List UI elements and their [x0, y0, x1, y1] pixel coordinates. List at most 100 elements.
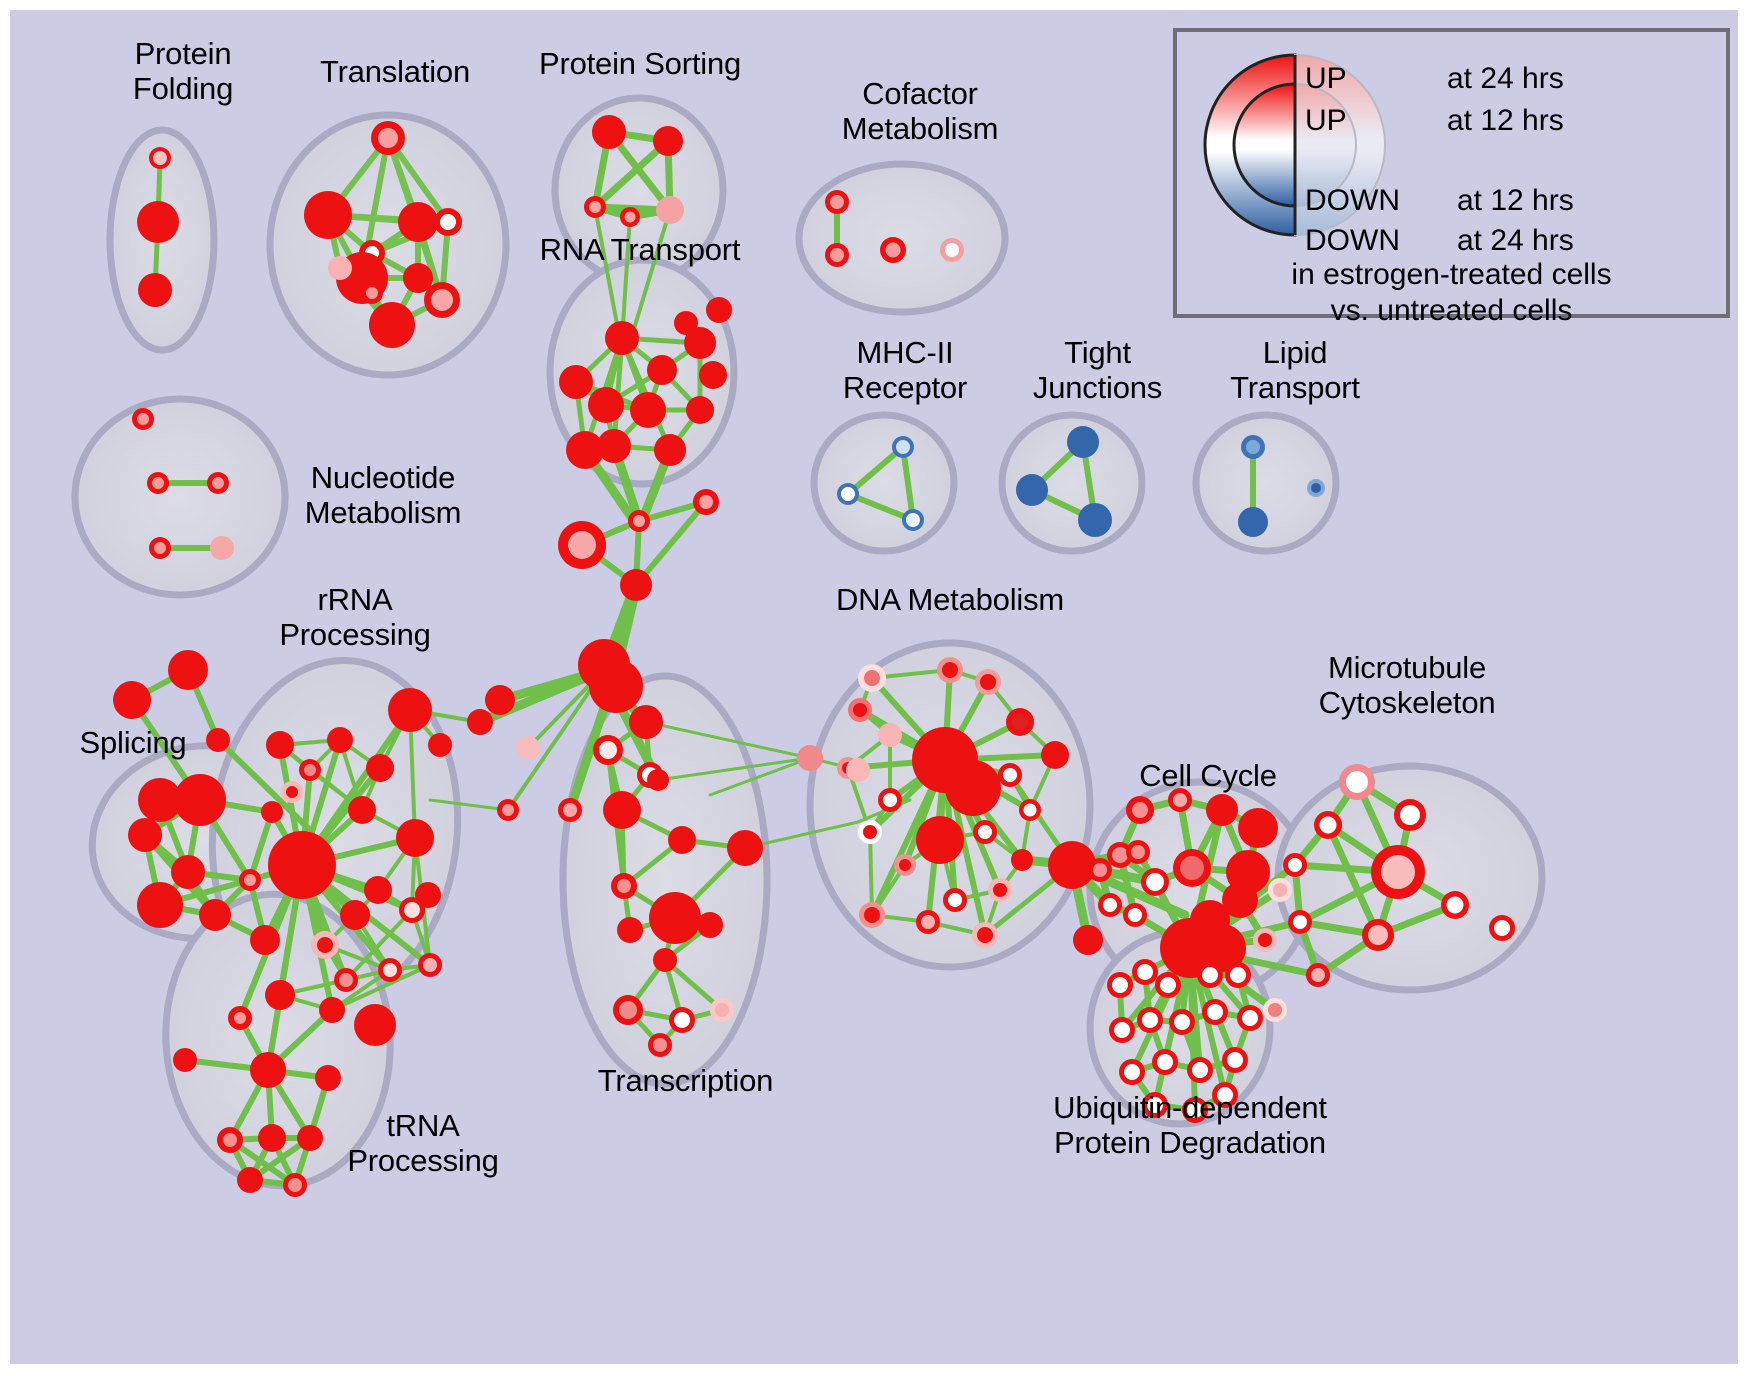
node: [1206, 794, 1238, 826]
node: [206, 728, 230, 752]
node: [894, 854, 916, 876]
node: [1098, 893, 1122, 917]
node: [268, 831, 336, 899]
node: [558, 798, 582, 822]
node: [137, 882, 183, 928]
node: [943, 888, 967, 912]
node: [1123, 903, 1147, 927]
node: [327, 727, 353, 753]
node: [265, 980, 295, 1010]
label-mhc-ii-receptor: MHC-II Receptor: [842, 335, 968, 405]
network-graph: [71, 94, 1546, 1197]
node: [1222, 882, 1258, 918]
node: [1202, 999, 1228, 1025]
node: [361, 282, 383, 304]
node: [1339, 764, 1375, 800]
node: [858, 820, 882, 844]
node: [364, 876, 392, 904]
node: [684, 327, 716, 359]
label-microtubule-cytoskeleton: Microtubule Cytoskeleton: [1318, 650, 1496, 720]
node: [648, 1033, 672, 1057]
node: [878, 788, 902, 812]
label-transcription: Transcription: [597, 1063, 774, 1098]
node: [597, 429, 631, 463]
node: [588, 387, 624, 423]
node: [1441, 891, 1469, 919]
node: [1126, 796, 1154, 824]
node: [902, 509, 924, 531]
node: [149, 537, 171, 559]
node: [315, 1065, 341, 1091]
node: [137, 201, 179, 243]
node: [250, 925, 280, 955]
node: [1141, 868, 1169, 896]
legend-state-3: DOWN: [1305, 224, 1400, 257]
node: [653, 948, 677, 972]
node: [1067, 426, 1099, 458]
node: [605, 321, 639, 355]
node: [485, 685, 515, 715]
node: [973, 820, 997, 844]
node: [1109, 1017, 1135, 1043]
node: [1190, 900, 1230, 940]
node: [1489, 915, 1515, 941]
node: [1241, 435, 1265, 459]
node: [945, 760, 1001, 816]
node: [516, 736, 540, 760]
node: [620, 569, 652, 601]
label-cell-cycle: Cell Cycle: [1139, 758, 1277, 793]
node: [825, 243, 849, 267]
node: [669, 1007, 695, 1033]
node: [975, 669, 1001, 695]
node: [1137, 1007, 1163, 1033]
legend-footer-line1: in estrogen-treated cells: [1291, 258, 1612, 291]
node: [937, 657, 963, 683]
node: [972, 922, 998, 948]
node: [1078, 503, 1112, 537]
node: [1048, 841, 1096, 889]
node: [113, 681, 151, 719]
node: [880, 237, 906, 263]
node: [1155, 972, 1181, 998]
node: [593, 735, 623, 765]
node: [424, 282, 460, 318]
label-trna-processing: tRNA Processing: [347, 1108, 499, 1178]
legend-box: UP at 24 hrs UP at 12 hrs DOWN at 12 hrs…: [1173, 28, 1730, 327]
node: [261, 801, 283, 823]
legend-footer-line2: vs. untreated cells: [1330, 294, 1573, 327]
node: [415, 882, 441, 908]
legend-state-0: UP: [1305, 62, 1347, 95]
node: [299, 759, 321, 781]
node: [1238, 808, 1278, 848]
label-lipid-transport: Lipid Transport: [1230, 335, 1360, 405]
node: [311, 931, 339, 959]
label-tight-junctions: Tight Junctions: [1032, 335, 1163, 405]
node: [138, 273, 172, 307]
node: [228, 1006, 252, 1030]
node: [797, 745, 823, 771]
node: [1168, 788, 1192, 812]
label-rrna-processing: rRNA Processing: [279, 582, 431, 652]
node: [674, 311, 698, 335]
node: [1253, 928, 1277, 952]
node: [1019, 799, 1041, 821]
node: [710, 998, 734, 1022]
legend-inner-ring: [1232, 82, 1357, 208]
node: [1182, 1097, 1208, 1123]
node: [371, 121, 405, 155]
node: [1237, 1005, 1263, 1031]
label-splicing: Splicing: [79, 725, 187, 760]
node: [239, 869, 261, 891]
node: [693, 489, 719, 515]
legend-state-1: UP: [1305, 104, 1347, 137]
node: [168, 650, 208, 690]
node: [1126, 840, 1150, 864]
legend-state-2: DOWN: [1305, 184, 1400, 217]
node: [1016, 474, 1048, 506]
node: [1212, 1082, 1238, 1108]
node: [173, 1048, 197, 1072]
node: [940, 238, 964, 262]
node: [825, 190, 849, 214]
node: [859, 902, 885, 928]
